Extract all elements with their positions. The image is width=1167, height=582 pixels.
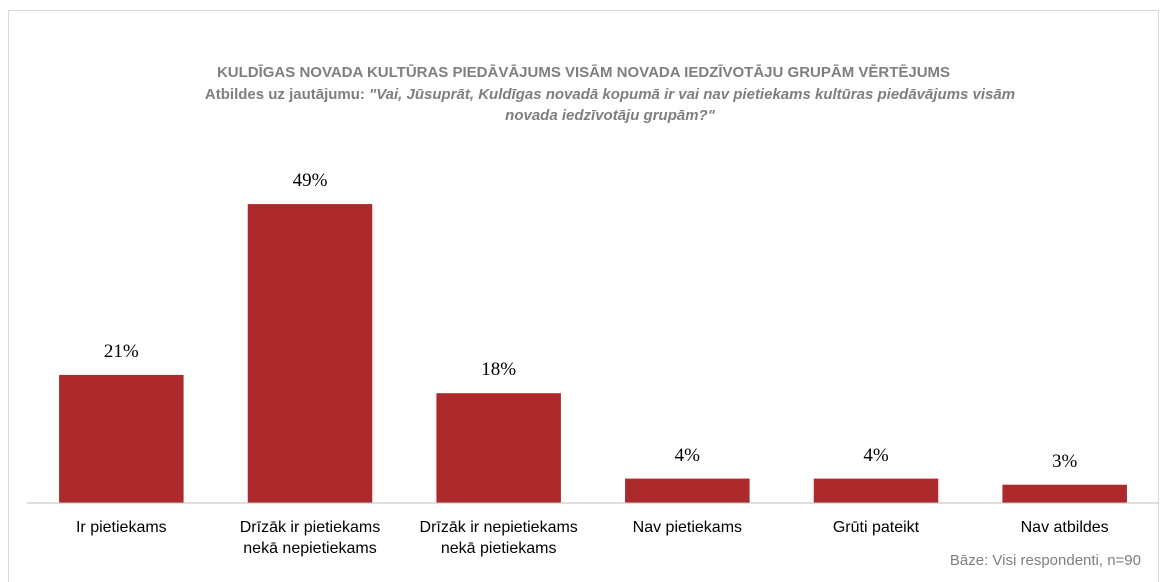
x-tick-label: Grūti pateikt (832, 519, 920, 536)
x-tick-label: Drīzāk ir pietiekams nekā nepietiekams (239, 519, 381, 557)
value-label: 21% (103, 340, 139, 362)
value-label: 49% (292, 170, 328, 192)
value-label: 4% (863, 444, 889, 466)
value-label: 3% (1051, 450, 1078, 472)
bar (1002, 484, 1127, 503)
value-label: 18% (481, 359, 517, 381)
bar (813, 478, 939, 503)
chart-title: KULDĪGAS NOVADA KULTŪRAS PIEDĀVĀJUMS VIS… (216, 64, 951, 81)
base-note: Bāze: Visi respondenti, n=90 (949, 552, 1141, 569)
x-tick-label: Nav atbildes (1020, 519, 1109, 536)
subtitle-prefix: Atbildes uz jautājumu: (204, 86, 365, 103)
bar (625, 478, 750, 503)
bar (436, 393, 561, 503)
x-tick-label: Ir pietiekams (75, 519, 167, 536)
x-tick-label: Nav pietiekams (632, 519, 743, 536)
bar (247, 204, 373, 503)
subtitle-question: "Vai, Jūsuprāt, Kuldīgas novadā kopumā i… (369, 86, 1016, 124)
x-tick-label: Drīzāk ir nepietiekams nekā pietiekams (419, 519, 578, 557)
bar (59, 374, 184, 503)
chart-subtitle: Atbildes uz jautājumu: "Vai, Jūsuprāt, K… (180, 84, 1040, 126)
chart-border (8, 10, 1159, 582)
value-label: 4% (674, 444, 700, 466)
